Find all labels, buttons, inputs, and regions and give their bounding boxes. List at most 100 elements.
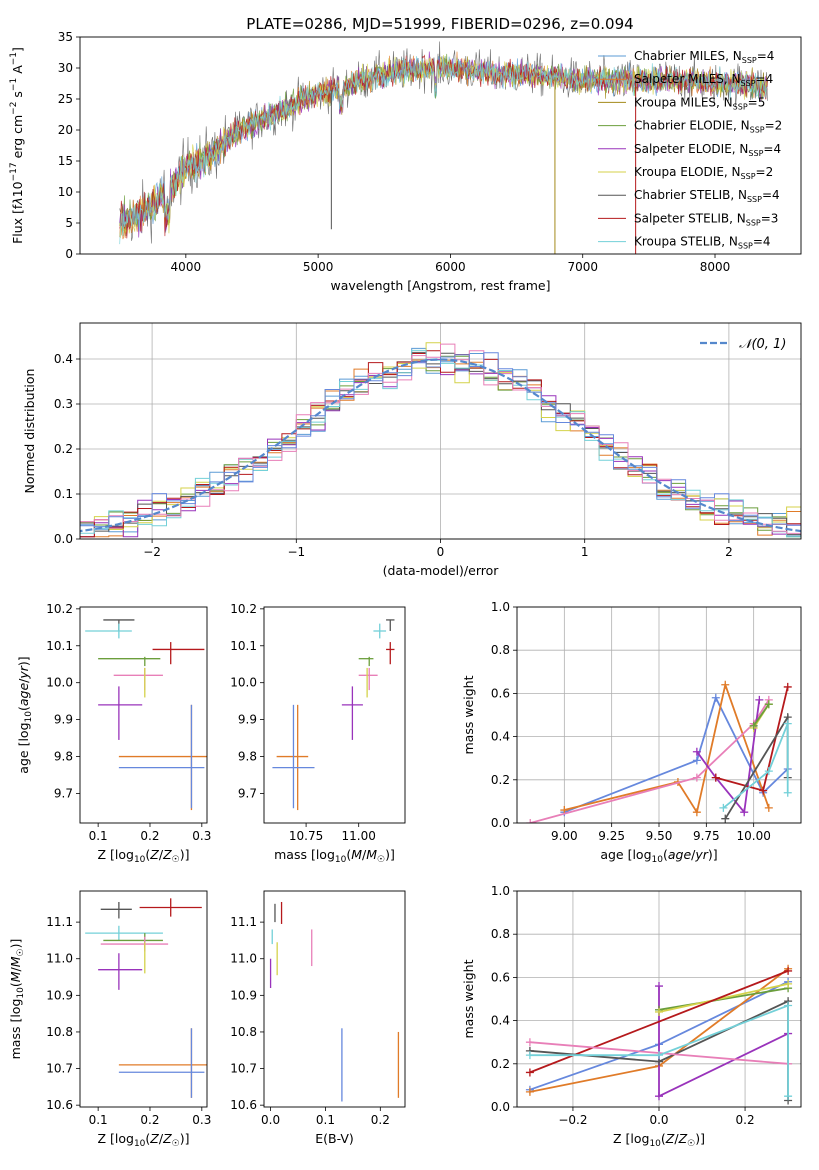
x-axis-label: Z [log10(Z/Z☉)] bbox=[613, 1131, 705, 1149]
weight-line bbox=[696, 699, 761, 815]
weight-marker bbox=[740, 808, 749, 817]
y-tick-label: 10 bbox=[58, 185, 73, 199]
weight-line bbox=[724, 714, 789, 820]
x-tick-label: 7000 bbox=[567, 260, 598, 274]
y-tick-label: 10.7 bbox=[230, 1062, 257, 1076]
y-tick-label: 10.1 bbox=[230, 639, 257, 653]
legend-entry: 𝒩(0, 1) bbox=[739, 337, 786, 352]
legend-entry: Salpeter ELODIE, NSSP=4 bbox=[634, 142, 781, 158]
weight-marker bbox=[655, 1051, 663, 1060]
x-tick-label: −0.2 bbox=[558, 1113, 587, 1127]
errorbars bbox=[85, 898, 207, 1098]
spectrum-line bbox=[119, 41, 768, 244]
y-tick-label: 0.3 bbox=[54, 397, 73, 411]
weight-marker bbox=[721, 814, 730, 823]
weight-marker bbox=[525, 1051, 534, 1060]
x-tick-label: 0.1 bbox=[316, 1113, 335, 1127]
x-tick-label: 6000 bbox=[435, 260, 466, 274]
weight-marker bbox=[692, 756, 701, 765]
x-axis-label: wavelength [Angstrom, rest frame] bbox=[330, 278, 550, 293]
x-tick-label: 8000 bbox=[700, 260, 731, 274]
x-tick-label: 0.1 bbox=[89, 829, 108, 843]
y-tick-label: 10.0 bbox=[46, 676, 73, 690]
axes: 0.0 0.1 0.2 10.6 10.7 10.8 10.9 11.0 11.1 bbox=[230, 915, 390, 1127]
legend: Chabrier MILES, NSSP=4 Salpeter MILES, NS… bbox=[598, 49, 782, 251]
weight-line bbox=[529, 1004, 789, 1097]
weight-marker bbox=[655, 982, 663, 991]
x-tick-label: 11.00 bbox=[342, 829, 376, 843]
axes: −2 −1 0 1 2 0.0 0.1 0.2 0.3 0.4 bbox=[54, 323, 801, 559]
weight-marker bbox=[759, 786, 768, 795]
axes-frame bbox=[79, 890, 208, 1108]
weight-line bbox=[722, 723, 789, 809]
y-tick-label: 11.1 bbox=[230, 915, 257, 929]
weight-marker bbox=[525, 1068, 534, 1077]
y-tick-label: 9.7 bbox=[238, 786, 257, 800]
y-tick-label: 0.2 bbox=[491, 1057, 510, 1071]
axes: −0.2 0.0 0.2 0.0 0.2 0.4 0.6 0.8 1.0 bbox=[491, 884, 801, 1127]
y-tick-label: 10.2 bbox=[230, 602, 257, 616]
axes-frame bbox=[516, 606, 802, 824]
y-tick-label: 35 bbox=[58, 30, 73, 44]
y-tick-label: 15 bbox=[58, 154, 73, 168]
y-tick-label: 9.8 bbox=[54, 750, 73, 764]
weight-line bbox=[564, 681, 770, 815]
x-tick-label: 4000 bbox=[171, 260, 202, 274]
y-tick-label: 1.0 bbox=[491, 600, 510, 614]
y-tick-label: 25 bbox=[58, 92, 73, 106]
weight-marker bbox=[784, 979, 793, 988]
figure-title: PLATE=0286, MJD=51999, FIBERID=0296, z=0… bbox=[246, 15, 633, 33]
weight-marker bbox=[692, 747, 701, 756]
y-tick-label: 0.6 bbox=[491, 970, 510, 984]
weight-marker bbox=[764, 700, 773, 709]
x-axis-label: Z [log10(Z/Z☉)] bbox=[97, 1131, 189, 1149]
y-axis-label: mass [log10(M/M☉)] bbox=[8, 939, 26, 1060]
weight-marker bbox=[711, 693, 720, 702]
x-tick-label: 0 bbox=[437, 545, 445, 559]
weight-marker bbox=[711, 773, 720, 782]
y-tick-label: 0.1 bbox=[54, 487, 73, 501]
y-tick-label: 10.1 bbox=[46, 639, 73, 653]
x-tick-label: −1 bbox=[287, 545, 305, 559]
y-tick-label: 9.7 bbox=[54, 786, 73, 800]
legend-entry: Salpeter MILES, NSSP=4 bbox=[634, 72, 773, 88]
y-axis-label: mass weight bbox=[461, 675, 476, 754]
legend-entry: Kroupa MILES, NSSP=5 bbox=[634, 95, 765, 111]
x-tick-label: 9.75 bbox=[693, 829, 720, 843]
y-tick-label: 1.0 bbox=[491, 884, 510, 898]
y-tick-label: 11.0 bbox=[46, 952, 73, 966]
x-tick-label: 9.25 bbox=[598, 829, 625, 843]
weight-line bbox=[658, 987, 789, 1011]
weight-marker bbox=[655, 1007, 663, 1016]
legend-entry: Chabrier STELIB, NSSP=4 bbox=[634, 188, 780, 204]
axes-frame bbox=[263, 606, 406, 824]
x-axis-label: Z [log10(Z/Z☉)] bbox=[97, 847, 189, 865]
x-tick-label: 0.2 bbox=[140, 829, 159, 843]
y-tick-label: 0.4 bbox=[54, 352, 73, 366]
x-axis-label: age [log10(age/yr)] bbox=[600, 847, 717, 865]
x-tick-label: 0.2 bbox=[736, 1113, 755, 1127]
y-axis-label: mass weight bbox=[461, 959, 476, 1038]
y-axis-label: age [log10(age/yr)] bbox=[16, 656, 34, 773]
x-axis-label: (data-model)/error bbox=[383, 563, 500, 578]
weight-marker bbox=[721, 680, 730, 689]
x-axis-label: mass [log10(M/M☉)] bbox=[274, 847, 395, 865]
x-tick-label: −2 bbox=[143, 545, 161, 559]
weight-line bbox=[752, 703, 770, 727]
x-tick-label: 0.1 bbox=[89, 1113, 108, 1127]
y-tick-label: 0.0 bbox=[491, 816, 510, 830]
y-tick-label: 11.0 bbox=[230, 952, 257, 966]
y-tick-label: 0.8 bbox=[491, 643, 510, 657]
errorbars bbox=[269, 901, 400, 1102]
y-tick-label: 20 bbox=[58, 123, 73, 137]
y-tick-label: 9.9 bbox=[54, 713, 73, 727]
y-tick-label: 0.0 bbox=[491, 1100, 510, 1114]
y-tick-label: 10.9 bbox=[230, 988, 257, 1002]
weight-line bbox=[658, 986, 789, 1098]
y-tick-label: 0.0 bbox=[54, 532, 73, 546]
x-tick-label: 5000 bbox=[303, 260, 334, 274]
spectrum-line bbox=[119, 54, 768, 239]
weight-line bbox=[658, 983, 789, 1013]
spectra bbox=[119, 41, 768, 254]
axes: 0.1 0.2 0.3 10.6 10.7 10.8 10.9 11.0 11.1 bbox=[46, 915, 211, 1127]
